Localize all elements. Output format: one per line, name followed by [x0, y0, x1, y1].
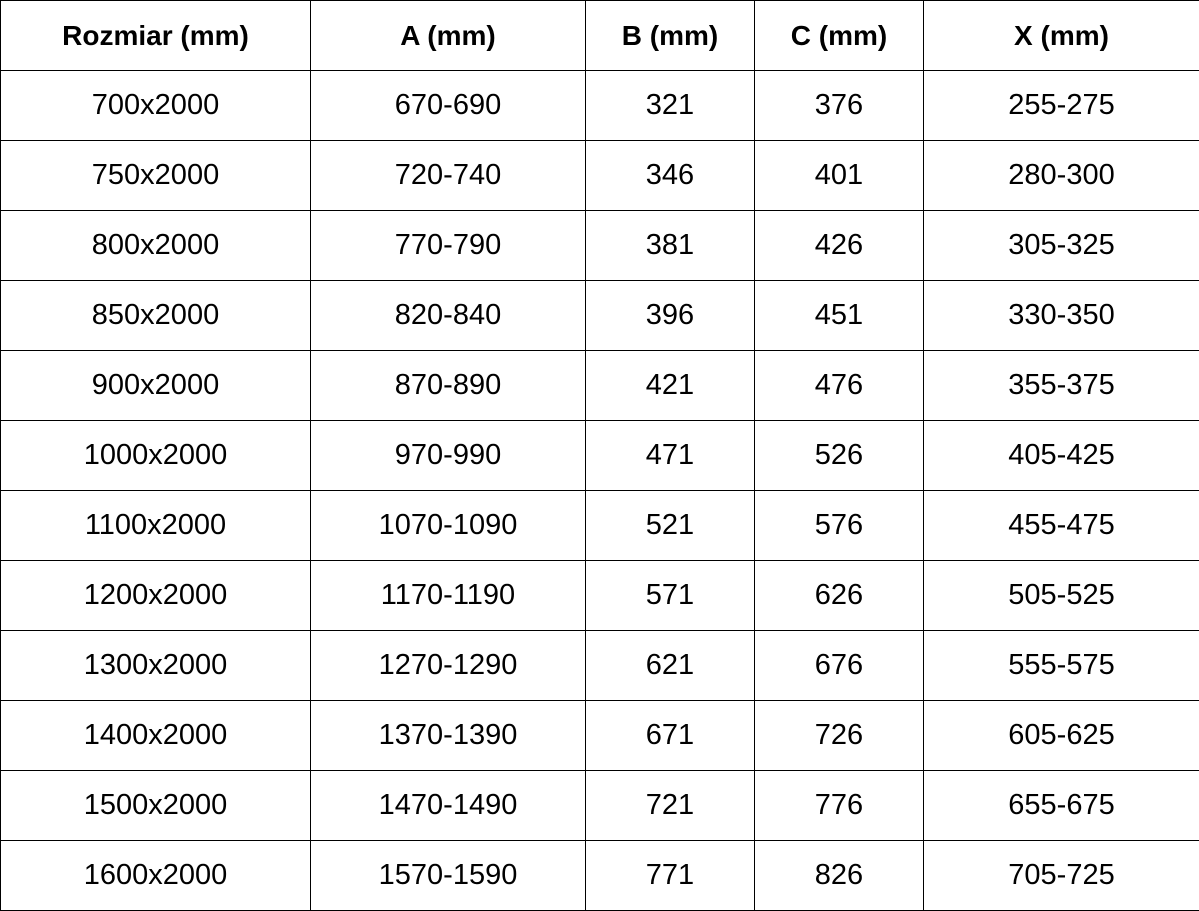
- table-cell: 820-840: [310, 280, 586, 351]
- table-cell: 346: [585, 140, 755, 211]
- table-cell: 671: [585, 700, 755, 771]
- table-cell: 1500x2000: [0, 770, 311, 841]
- table-cell: 280-300: [923, 140, 1199, 211]
- table-row: 700x2000 670-690 321 376 255-275: [0, 70, 1199, 141]
- table-cell: 1170-1190: [310, 560, 586, 631]
- table-cell: 321: [585, 70, 755, 141]
- table-cell: 655-675: [923, 770, 1199, 841]
- table-cell: 1070-1090: [310, 490, 586, 561]
- header-cell: B (mm): [585, 0, 755, 71]
- table-cell: 1000x2000: [0, 420, 311, 491]
- table-row: 850x2000 820-840 396 451 330-350: [0, 280, 1199, 351]
- header-cell: X (mm): [923, 0, 1199, 71]
- table-cell: 376: [754, 70, 924, 141]
- table-cell: 700x2000: [0, 70, 311, 141]
- table-cell: 771: [585, 840, 755, 911]
- table-cell: 526: [754, 420, 924, 491]
- table-cell: 1100x2000: [0, 490, 311, 561]
- table-row: 1600x2000 1570-1590 771 826 705-725: [0, 840, 1199, 911]
- table-cell: 471: [585, 420, 755, 491]
- table-cell: 776: [754, 770, 924, 841]
- table-row: 900x2000 870-890 421 476 355-375: [0, 350, 1199, 421]
- table-cell: 1300x2000: [0, 630, 311, 701]
- header-cell: Rozmiar (mm): [0, 0, 311, 71]
- table-cell: 355-375: [923, 350, 1199, 421]
- table-cell: 455-475: [923, 490, 1199, 561]
- table-cell: 900x2000: [0, 350, 311, 421]
- table-cell: 401: [754, 140, 924, 211]
- table-cell: 1270-1290: [310, 630, 586, 701]
- table-cell: 405-425: [923, 420, 1199, 491]
- table-cell: 576: [754, 490, 924, 561]
- table-cell: 626: [754, 560, 924, 631]
- table-cell: 970-990: [310, 420, 586, 491]
- header-cell: A (mm): [310, 0, 586, 71]
- table-row: 1000x2000 970-990 471 526 405-425: [0, 420, 1199, 491]
- table-row: 1400x2000 1370-1390 671 726 605-625: [0, 700, 1199, 771]
- table-cell: 605-625: [923, 700, 1199, 771]
- table-cell: 800x2000: [0, 210, 311, 281]
- table-cell: 451: [754, 280, 924, 351]
- table-cell: 571: [585, 560, 755, 631]
- table-cell: 255-275: [923, 70, 1199, 141]
- table-row: 1500x2000 1470-1490 721 776 655-675: [0, 770, 1199, 841]
- table-row: 800x2000 770-790 381 426 305-325: [0, 210, 1199, 281]
- table-cell: 621: [585, 630, 755, 701]
- table-cell: 1400x2000: [0, 700, 311, 771]
- table-cell: 670-690: [310, 70, 586, 141]
- table-cell: 1600x2000: [0, 840, 311, 911]
- table-cell: 676: [754, 630, 924, 701]
- table-cell: 521: [585, 490, 755, 561]
- table-row: 750x2000 720-740 346 401 280-300: [0, 140, 1199, 211]
- table-cell: 505-525: [923, 560, 1199, 631]
- table-cell: 476: [754, 350, 924, 421]
- header-row: Rozmiar (mm) A (mm) B (mm) C (mm) X (mm): [0, 0, 1199, 71]
- table-row: 1300x2000 1270-1290 621 676 555-575: [0, 630, 1199, 701]
- table-cell: 330-350: [923, 280, 1199, 351]
- table-cell: 426: [754, 210, 924, 281]
- table-cell: 555-575: [923, 630, 1199, 701]
- table-cell: 705-725: [923, 840, 1199, 911]
- table-cell: 1370-1390: [310, 700, 586, 771]
- table-cell: 826: [754, 840, 924, 911]
- table-cell: 870-890: [310, 350, 586, 421]
- table-cell: 1200x2000: [0, 560, 311, 631]
- header-cell: C (mm): [754, 0, 924, 71]
- table-cell: 305-325: [923, 210, 1199, 281]
- table-cell: 770-790: [310, 210, 586, 281]
- table-cell: 750x2000: [0, 140, 311, 211]
- table-cell: 850x2000: [0, 280, 311, 351]
- table-row: 1200x2000 1170-1190 571 626 505-525: [0, 560, 1199, 631]
- table-cell: 1470-1490: [310, 770, 586, 841]
- table-cell: 381: [585, 210, 755, 281]
- table-cell: 421: [585, 350, 755, 421]
- table-cell: 720-740: [310, 140, 586, 211]
- table-cell: 721: [585, 770, 755, 841]
- table-row: 1100x2000 1070-1090 521 576 455-475: [0, 490, 1199, 561]
- table-cell: 726: [754, 700, 924, 771]
- table-cell: 1570-1590: [310, 840, 586, 911]
- table-cell: 396: [585, 280, 755, 351]
